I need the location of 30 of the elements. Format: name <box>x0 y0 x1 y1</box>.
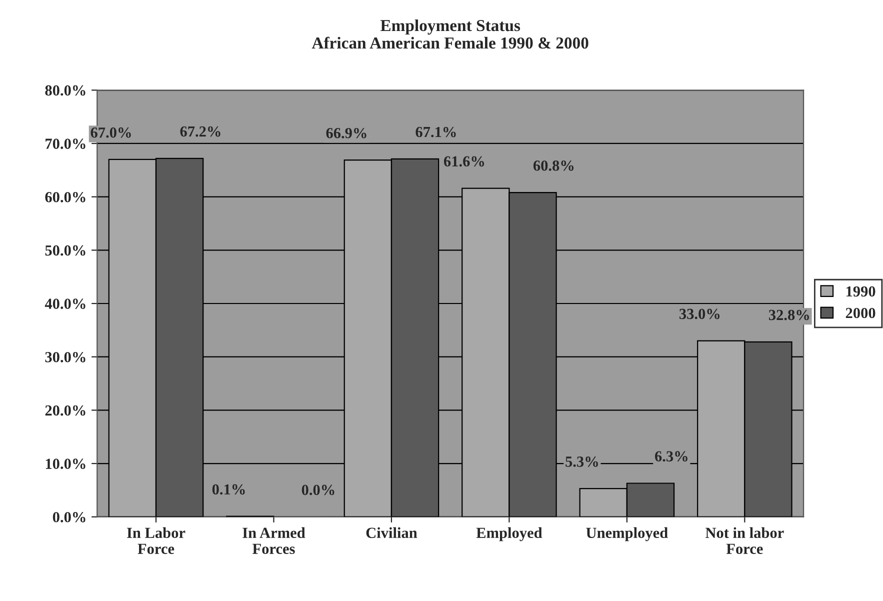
data-label: 32.8% <box>768 310 809 320</box>
y-tick-label: 70.0% <box>46 138 86 150</box>
y-tick-label: 20.0% <box>45 405 86 416</box>
chart-title: Employment Status African American Female 1990 & 2000 <box>312 19 588 49</box>
x-tick-label: Employed <box>476 527 542 542</box>
y-tick-label: 10.0% <box>46 458 86 470</box>
x-tick-label: Not in labor Force <box>705 527 784 554</box>
legend-label: 2000 <box>846 308 876 318</box>
x-tick-label: Unemployed <box>586 527 668 542</box>
data-label: 0.1% <box>212 484 245 495</box>
data-label: 67.2% <box>180 126 220 137</box>
data-label: 0.0% <box>302 484 334 496</box>
y-tick-label: 40.0% <box>44 298 86 310</box>
x-tick-label: Civilian <box>366 527 418 538</box>
x-tick-label: In Armed Forces <box>242 527 306 554</box>
data-label: 67.1% <box>416 126 456 138</box>
data-label: 67.0% <box>90 127 131 138</box>
y-tick-label: 50.0% <box>45 245 86 256</box>
legend-label: 1990 <box>846 286 876 297</box>
data-label: 61.6% <box>444 156 484 167</box>
y-tick-label: 60.0% <box>45 192 86 202</box>
y-tick-label: 0.0% <box>52 512 86 522</box>
y-tick-label: 30.0% <box>45 352 86 362</box>
x-tick-label: In Labor Force <box>127 527 186 554</box>
data-label: 6.3% <box>655 451 688 462</box>
data-label: 66.9% <box>326 128 366 138</box>
y-tick-label: 80.0% <box>45 85 86 96</box>
data-label: 60.8% <box>533 160 574 171</box>
data-label: 5.3% <box>566 456 598 467</box>
data-label: 33.0% <box>679 308 720 320</box>
